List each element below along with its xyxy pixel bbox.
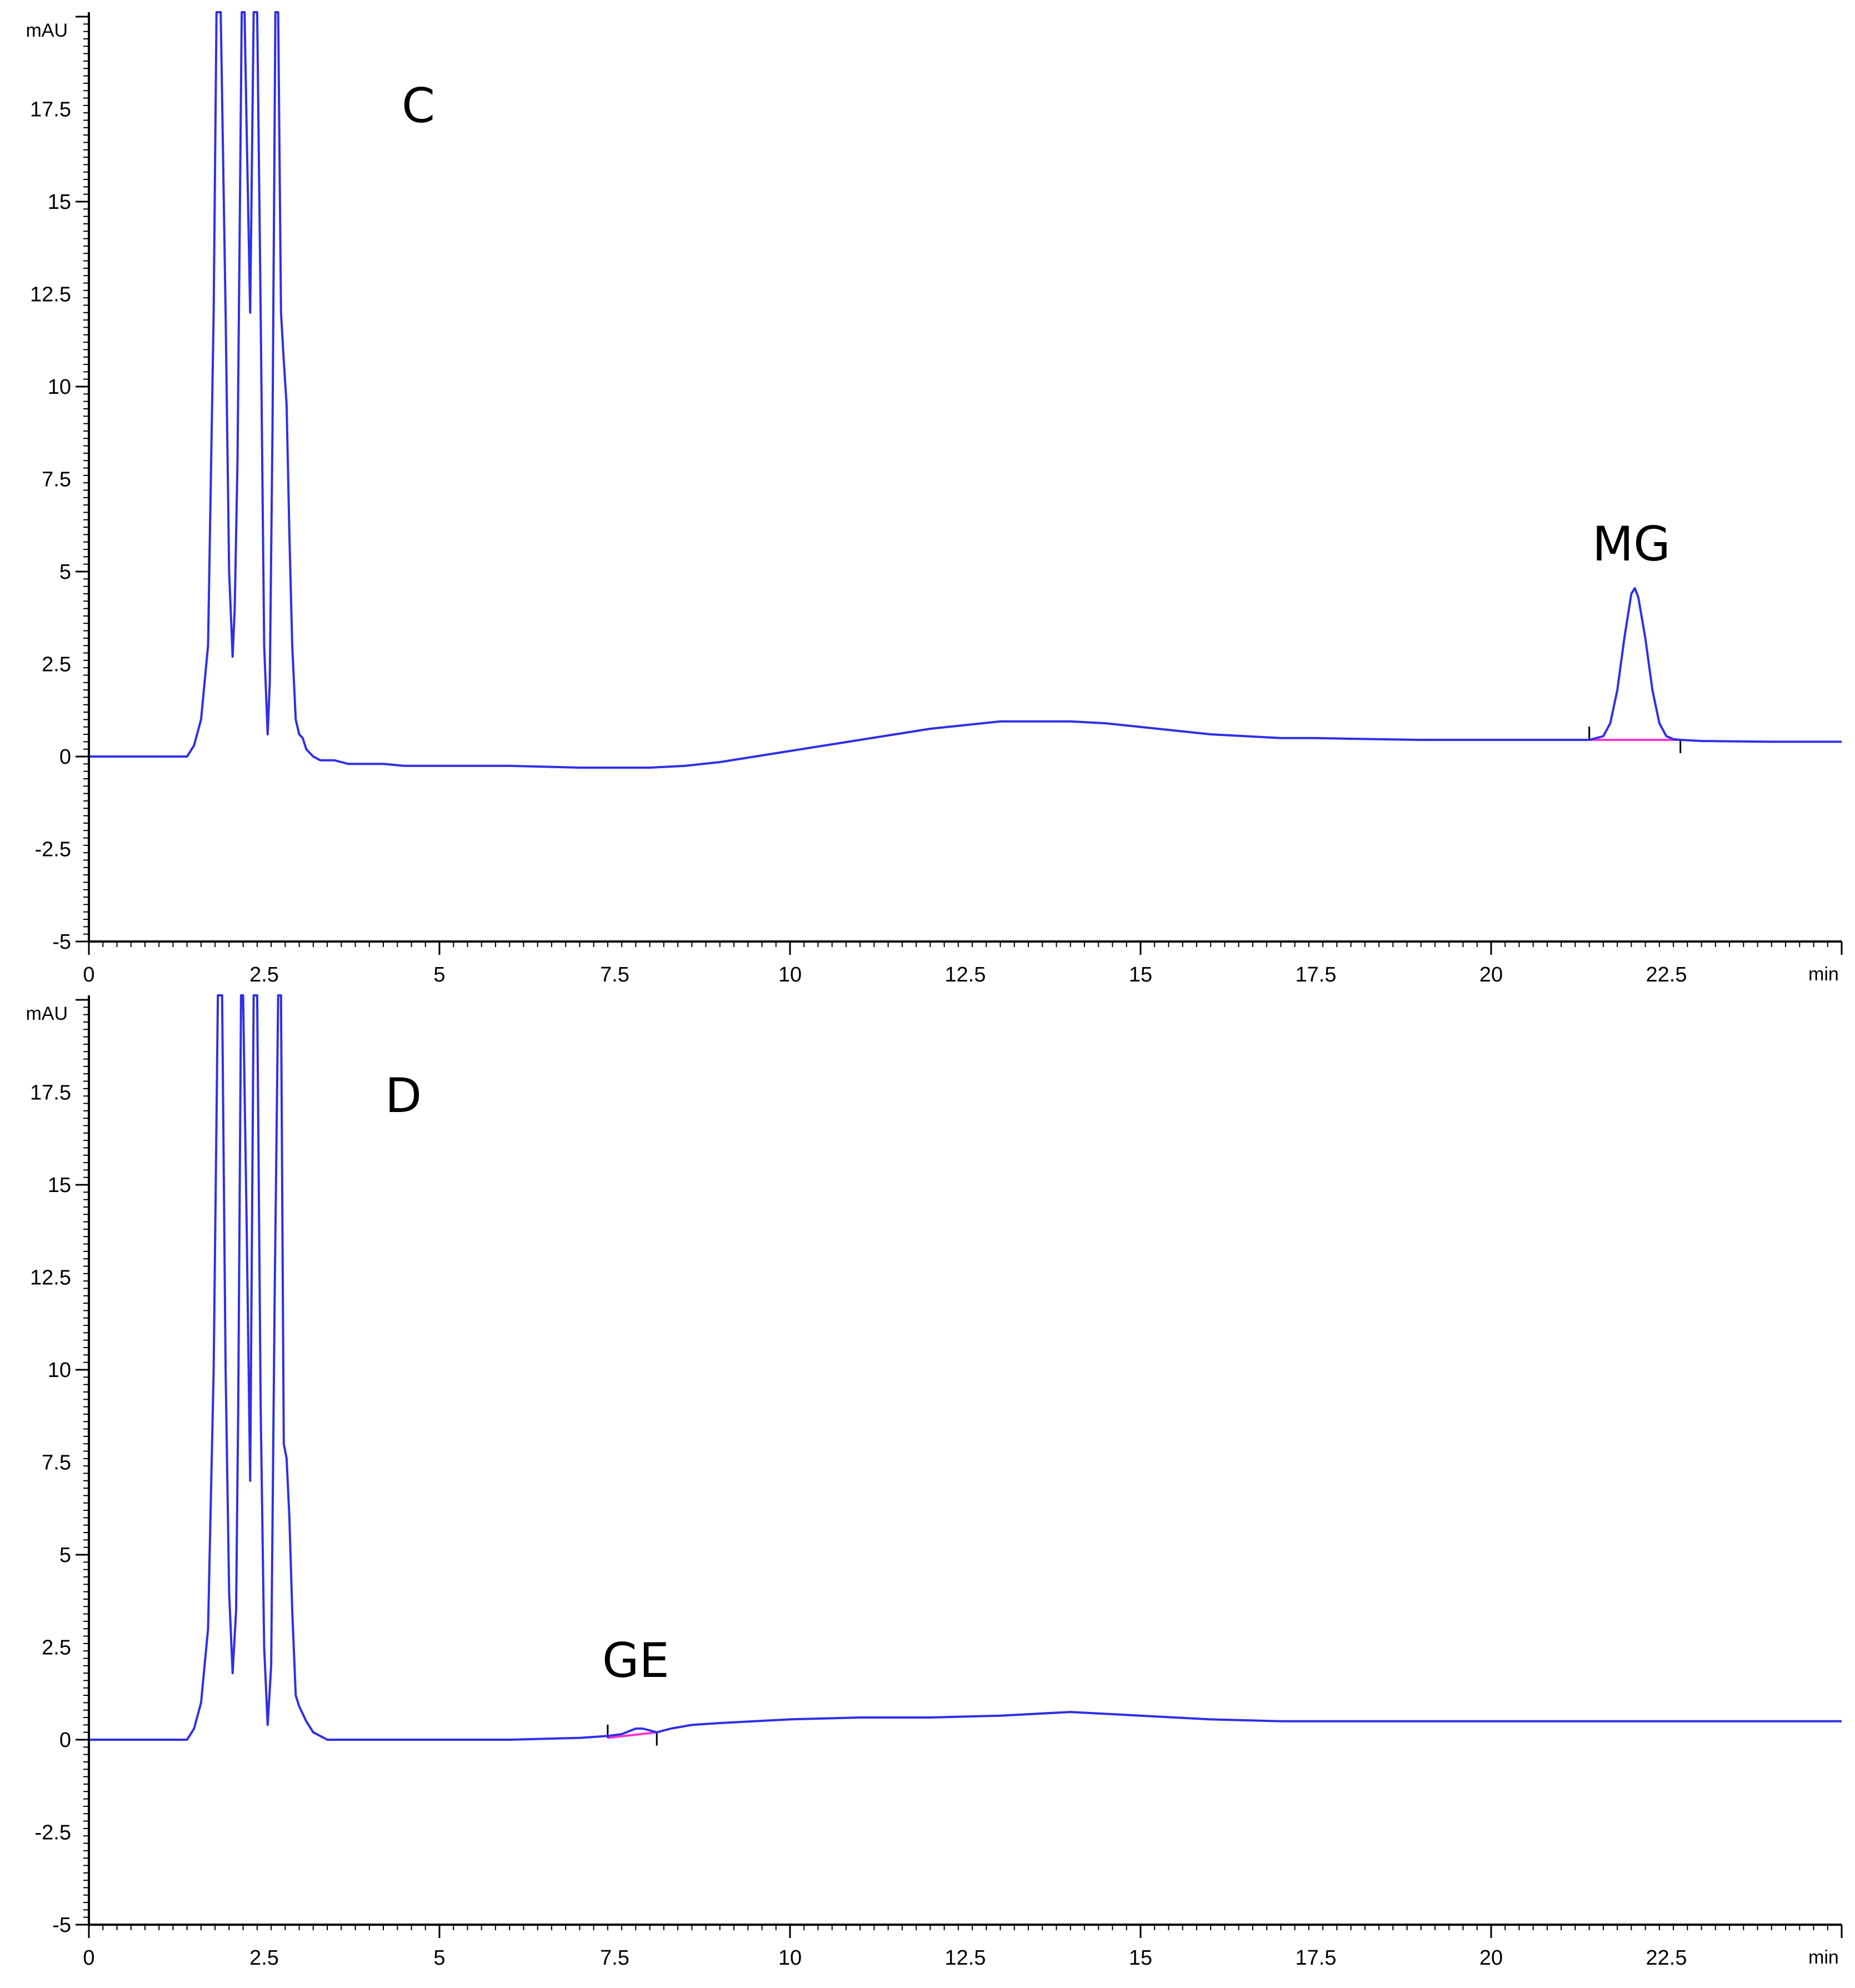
trace-d bbox=[89, 994, 1842, 1741]
x-tick-label: 20 bbox=[1479, 963, 1503, 987]
x-tick-label: 12.5 bbox=[945, 963, 986, 987]
y-tick-label: 7.5 bbox=[42, 1451, 71, 1475]
x-unit-label-d: min bbox=[1808, 1947, 1839, 1968]
y-tick-label: 17.5 bbox=[30, 1081, 71, 1105]
x-tick-label: 0 bbox=[83, 1946, 94, 1970]
x-tick-label: 17.5 bbox=[1296, 1946, 1337, 1970]
x-tick-labels-d: 0 2.5 5 7.5 10 12.5 15 17.5 20 22.5 bbox=[83, 1946, 1687, 1970]
axes-d bbox=[88, 995, 1842, 1926]
y-unit-label-c: mAU bbox=[26, 20, 68, 41]
x-tick-label: 10 bbox=[778, 1946, 802, 1970]
y-tick-label: 5 bbox=[59, 1544, 71, 1567]
x-tick-label: 20 bbox=[1479, 1946, 1503, 1970]
x-tick-label: 15 bbox=[1129, 963, 1152, 987]
y-tick-labels-d: 17.5 15 12.5 10 7.5 5 2.5 0 -2.5 -5 bbox=[30, 1081, 71, 1937]
integration-baseline-c bbox=[1588, 727, 1682, 754]
x-tick-label: 10 bbox=[778, 963, 802, 987]
chart-panel-d: 17.5 15 12.5 10 7.5 5 2.5 0 -2.5 -5 0 2.5 5 7.5 10 12.… bbox=[26, 994, 1843, 1970]
y-tick-label: 10 bbox=[48, 375, 71, 399]
x-tick-label: 0 bbox=[83, 963, 94, 987]
y-tick-label: -2.5 bbox=[35, 838, 71, 862]
peak-label-ge: GE bbox=[602, 1633, 669, 1689]
y-tick-label: 12.5 bbox=[30, 283, 71, 307]
plot-area-c bbox=[89, 17, 1842, 942]
y-tick-label: 15 bbox=[48, 1174, 71, 1197]
y-tick-label: -5 bbox=[52, 930, 71, 954]
y-unit-label-d: mAU bbox=[26, 1003, 68, 1024]
axes-c bbox=[88, 12, 1842, 943]
y-tick-label: 0 bbox=[59, 745, 71, 769]
x-tick-label: 22.5 bbox=[1646, 1946, 1687, 1970]
y-tick-label: -2.5 bbox=[35, 1821, 71, 1845]
y-tick-labels-c: 17.5 15 12.5 10 7.5 5 2.5 0 -2.5 -5 bbox=[30, 98, 71, 954]
x-tick-label: 15 bbox=[1129, 1946, 1152, 1970]
x-tick-label: 2.5 bbox=[249, 1946, 279, 1970]
y-tick-label: 17.5 bbox=[30, 98, 71, 122]
x-tick-label: 7.5 bbox=[600, 963, 629, 987]
integration-baseline-line bbox=[607, 1731, 657, 1739]
x-tick-label: 17.5 bbox=[1296, 963, 1337, 987]
y-tick-label: 0 bbox=[59, 1729, 71, 1752]
y-tick-label: 5 bbox=[59, 560, 71, 584]
x-unit-label-c: min bbox=[1808, 964, 1839, 985]
y-tick-label: 2.5 bbox=[42, 653, 71, 677]
x-tick-label: 22.5 bbox=[1646, 963, 1687, 987]
y-tick-label: -5 bbox=[52, 1914, 71, 1937]
y-tick-label: 12.5 bbox=[30, 1266, 71, 1290]
y-tick-label: 2.5 bbox=[42, 1636, 71, 1660]
y-tick-label: 15 bbox=[48, 191, 71, 214]
plot-area-d bbox=[89, 1000, 1842, 1925]
panel-label-c: C bbox=[402, 78, 435, 134]
trace-c bbox=[89, 11, 1842, 769]
peak-label-mg: MG bbox=[1592, 517, 1671, 572]
x-tick-label: 7.5 bbox=[600, 1946, 629, 1970]
x-tick-label: 5 bbox=[433, 963, 445, 987]
y-tick-label: 7.5 bbox=[42, 468, 71, 492]
x-tick-label: 2.5 bbox=[249, 963, 279, 987]
x-tick-label: 5 bbox=[433, 1946, 445, 1970]
panel-label-d: D bbox=[385, 1068, 422, 1124]
x-tick-labels-c: 0 2.5 5 7.5 10 12.5 15 17.5 20 22.5 bbox=[83, 963, 1687, 987]
y-tick-label: 10 bbox=[48, 1359, 71, 1382]
x-tick-label: 12.5 bbox=[945, 1946, 986, 1970]
chart-panel-c: 17.5 15 12.5 10 7.5 5 2.5 0 -2.5 -5 0 2.5 5 7.5 10 12.… bbox=[26, 11, 1843, 987]
